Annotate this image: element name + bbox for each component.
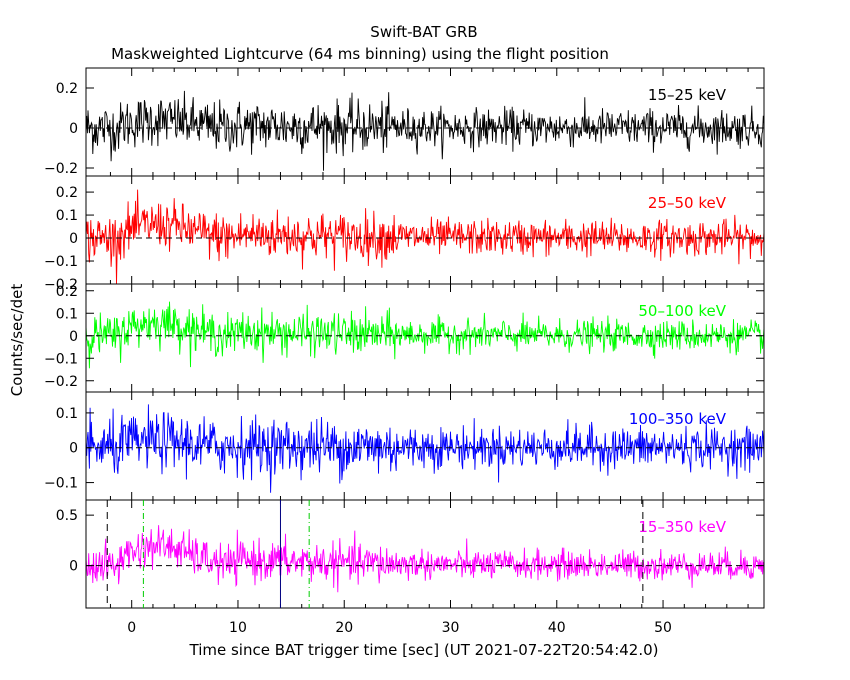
plot-layer: −0.2 0 0.2 15–25 keV −0.2 −0.1 0 0.1 0.2 25–50 ke… — [44, 67, 765, 636]
y-tick-label-2-2: 0 — [69, 329, 78, 345]
y-tick-label-1-4: 0.2 — [56, 185, 78, 201]
y-tick-label-2-3: 0.1 — [56, 306, 78, 322]
x-tick-label-2: 20 — [335, 620, 353, 636]
x-tick-label-0: 0 — [127, 620, 136, 636]
y-tick-label-0-1: 0 — [69, 121, 78, 137]
series-label-3: 100–350 keV — [629, 410, 727, 428]
chart-title: Swift-BAT GRB — [370, 23, 477, 41]
series-label-0: 15–25 keV — [648, 86, 727, 104]
y-tick-label-1-3: 0.1 — [56, 208, 78, 224]
y-tick-label-2-1: −0.1 — [44, 351, 78, 367]
x-tick-label-1: 10 — [229, 620, 247, 636]
series-label-4: 15–350 keV — [638, 518, 726, 536]
y-tick-label-4-0: 0 — [69, 559, 78, 575]
y-tick-label-1-2: 0 — [69, 231, 78, 247]
y-tick-label-3-2: 0.1 — [56, 406, 78, 422]
x-axis-label: Time since BAT trigger time [sec] (UT 20… — [189, 641, 659, 659]
series-line-3 — [85, 404, 765, 493]
y-tick-label-3-1: 0 — [69, 441, 78, 457]
series-label-2: 50–100 keV — [638, 302, 726, 320]
series-label-1: 25–50 keV — [648, 194, 727, 212]
y-tick-label-4-1: 0.5 — [56, 508, 78, 524]
y-tick-label-1-0: −0.2 — [44, 277, 78, 293]
panel-frame-4 — [85, 499, 765, 609]
y-tick-label-2-4: 0.2 — [56, 284, 78, 300]
y-tick-label-1-1: −0.1 — [44, 254, 78, 270]
chart-subtitle: Maskweighted Lightcurve (64 ms binning) … — [111, 45, 609, 63]
y-axis-label: Counts/sec/det — [8, 284, 26, 397]
x-tick-label-4: 40 — [548, 620, 566, 636]
x-tick-label-5: 50 — [654, 620, 672, 636]
series-line-1 — [85, 189, 765, 285]
series-line-0 — [85, 90, 765, 171]
y-tick-label-2-0: −0.2 — [44, 374, 78, 390]
y-tick-label-0-2: 0.2 — [56, 81, 78, 97]
y-tick-label-0-0: −0.2 — [44, 161, 78, 177]
series-line-2 — [85, 301, 765, 369]
series-line-4 — [85, 525, 765, 593]
x-tick-label-3: 30 — [442, 620, 460, 636]
y-tick-label-3-0: −0.1 — [44, 476, 78, 492]
